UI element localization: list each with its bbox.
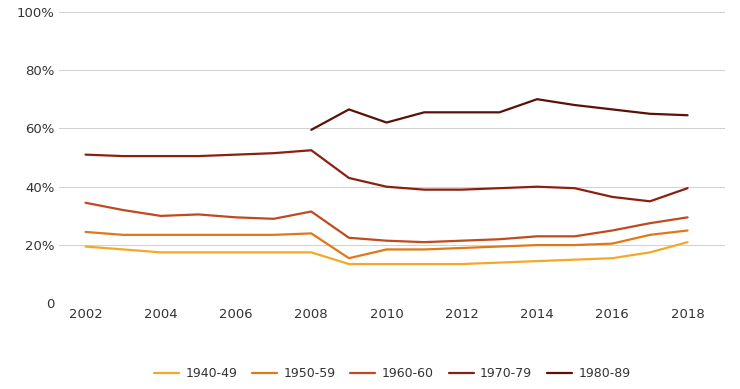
Line: 1950-59: 1950-59 [86, 230, 687, 258]
1970-79 [269, 151, 278, 156]
Line: 1970-79: 1970-79 [86, 150, 687, 202]
1960-60 [156, 214, 165, 218]
1960-60 [345, 235, 354, 240]
1940-49 [683, 240, 692, 245]
1950-59 [156, 233, 165, 237]
Legend: 1940-49, 1950-59, 1960-60, 1970-79, 1980-89: 1940-49, 1950-59, 1960-60, 1970-79, 1980… [149, 362, 636, 385]
1970-79 [194, 154, 203, 158]
1950-59 [194, 233, 203, 237]
1960-60 [81, 200, 90, 205]
1940-49 [382, 262, 391, 266]
1940-49 [118, 247, 127, 252]
1940-49 [81, 244, 90, 249]
1940-49 [156, 250, 165, 255]
1940-49 [608, 256, 616, 261]
1940-49 [194, 250, 203, 255]
1960-60 [194, 212, 203, 217]
1970-79 [156, 154, 165, 158]
1980-89 [420, 110, 428, 115]
1970-79 [382, 184, 391, 189]
1980-89 [683, 113, 692, 117]
1970-79 [420, 187, 428, 192]
1960-60 [118, 208, 127, 212]
Line: 1940-49: 1940-49 [86, 242, 687, 264]
1940-49 [533, 259, 542, 263]
1950-59 [118, 233, 127, 237]
1940-49 [307, 250, 316, 255]
1960-60 [571, 234, 579, 239]
1960-60 [608, 228, 616, 233]
1950-59 [571, 243, 579, 247]
1970-79 [118, 154, 127, 158]
1940-49 [232, 250, 240, 255]
1950-59 [683, 228, 692, 233]
1960-60 [533, 234, 542, 239]
Line: 1960-60: 1960-60 [86, 203, 687, 242]
1970-79 [307, 148, 316, 152]
1950-59 [608, 241, 616, 246]
1980-89 [571, 103, 579, 107]
1960-60 [495, 237, 504, 242]
1940-49 [269, 250, 278, 255]
1980-89 [645, 112, 654, 116]
1970-79 [345, 176, 354, 180]
1960-60 [420, 240, 428, 245]
1980-89 [457, 110, 466, 115]
1970-79 [683, 186, 692, 191]
1960-60 [232, 215, 240, 220]
1970-79 [533, 184, 542, 189]
1970-79 [495, 186, 504, 191]
1970-79 [81, 152, 90, 157]
1960-60 [269, 217, 278, 221]
1960-60 [683, 215, 692, 220]
1980-89 [382, 120, 391, 125]
1980-89 [495, 110, 504, 115]
Line: 1980-89: 1980-89 [312, 99, 687, 130]
1970-79 [232, 152, 240, 157]
1940-49 [345, 262, 354, 266]
1960-60 [645, 221, 654, 226]
1950-59 [232, 233, 240, 237]
1950-59 [307, 231, 316, 236]
1970-79 [457, 187, 466, 192]
1950-59 [382, 247, 391, 252]
1950-59 [345, 256, 354, 261]
1980-89 [307, 128, 316, 132]
1950-59 [420, 247, 428, 252]
1960-60 [457, 238, 466, 243]
1950-59 [533, 243, 542, 247]
1950-59 [457, 246, 466, 251]
1950-59 [645, 233, 654, 237]
1950-59 [495, 244, 504, 249]
1980-89 [345, 107, 354, 112]
1960-60 [307, 209, 316, 214]
1950-59 [269, 233, 278, 237]
1970-79 [608, 194, 616, 199]
1940-49 [571, 258, 579, 262]
1970-79 [645, 199, 654, 204]
1940-49 [495, 260, 504, 265]
1970-79 [571, 186, 579, 191]
1960-60 [382, 238, 391, 243]
1950-59 [81, 230, 90, 234]
1940-49 [457, 262, 466, 266]
1940-49 [420, 262, 428, 266]
1980-89 [608, 107, 616, 112]
1940-49 [645, 250, 654, 255]
1980-89 [533, 97, 542, 102]
